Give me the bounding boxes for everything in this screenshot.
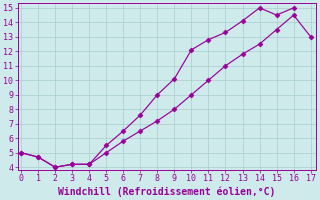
X-axis label: Windchill (Refroidissement éolien,°C): Windchill (Refroidissement éolien,°C) — [58, 186, 276, 197]
